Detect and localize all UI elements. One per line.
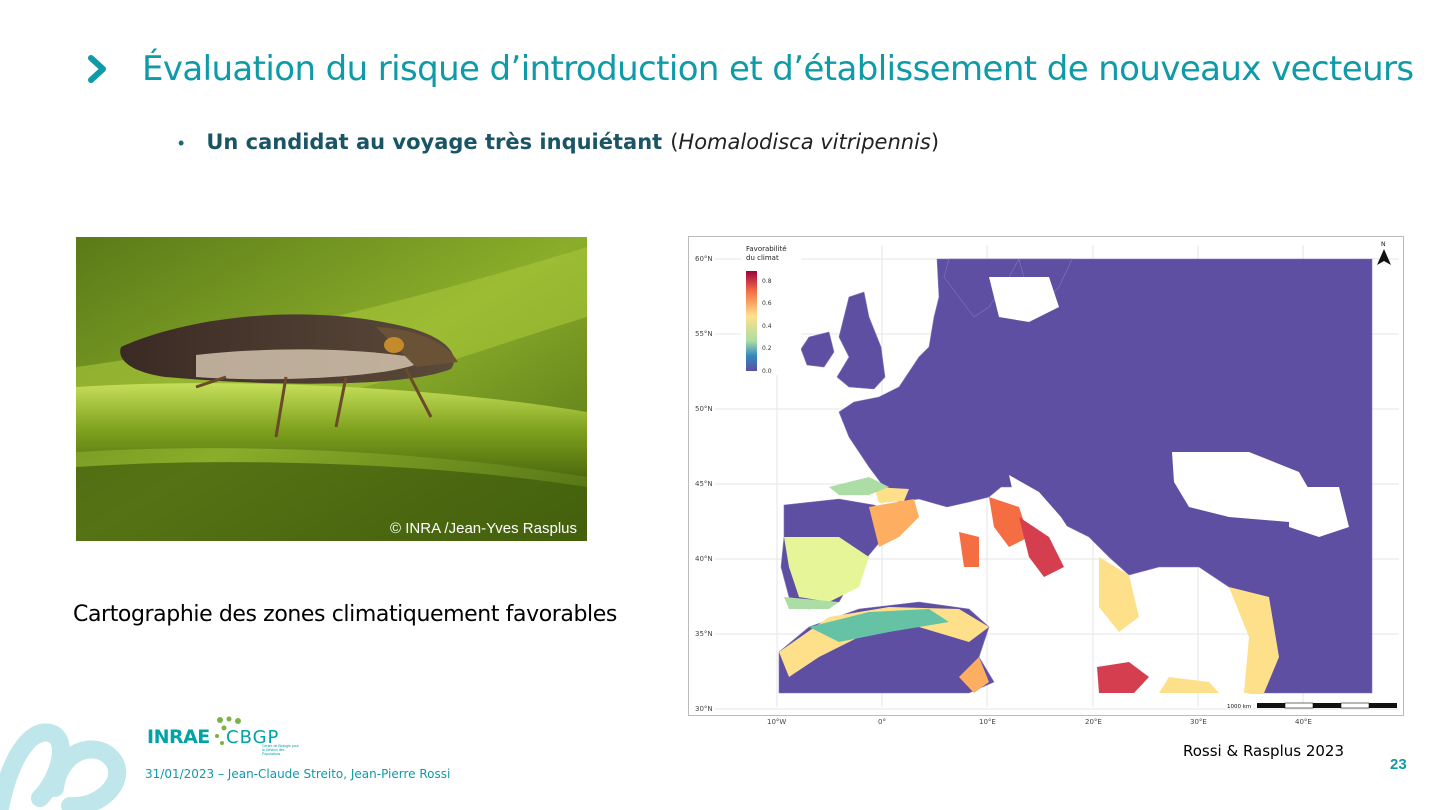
bullet-species: (Homalodisca vitripennis) <box>670 130 940 154</box>
lat-label: 55°N <box>695 330 713 338</box>
page-number: 23 <box>1390 756 1407 773</box>
insect-photo: © INRA /Jean-Yves Rasplus <box>76 237 587 541</box>
legend-color-bar <box>746 271 757 371</box>
lon-label: 30°E <box>1190 718 1207 726</box>
lat-label: 30°N <box>695 705 713 713</box>
lon-label: 40°E <box>1295 718 1312 726</box>
cbgp-logo: CBGP <box>226 727 280 748</box>
chevron-right-icon <box>88 55 106 83</box>
inrae-logo: INRAE <box>147 726 210 748</box>
cbgp-dots-icon <box>215 716 241 745</box>
scale-bar: 1000 km <box>1227 702 1397 710</box>
lat-label: 50°N <box>695 405 713 413</box>
bullet-line: • Un candidat au voyage très inquiétant … <box>178 130 939 154</box>
north-arrow-icon: N <box>1377 241 1391 265</box>
legend-tick: 0.4 <box>762 323 772 330</box>
inrae-ae-watermark-icon <box>0 723 127 810</box>
legend-tick: 0.2 <box>762 345 772 352</box>
legend-tick: 0.8 <box>762 278 772 285</box>
cbgp-logo-subtitle: Centre de Biologie pour la Gestion des P… <box>262 744 299 756</box>
svg-text:N: N <box>1381 241 1386 248</box>
lat-label: 45°N <box>695 480 713 488</box>
climate-suitability-map: Favorabilité du climat 0.8 0.6 0.4 0.2 0… <box>688 236 1404 726</box>
lon-label: 20°E <box>1085 718 1102 726</box>
legend-tick: 0.0 <box>762 368 772 375</box>
bullet-dot: • <box>178 133 185 153</box>
slide-footer: 31/01/2023 – Jean-Claude Streito, Jean-P… <box>145 767 451 781</box>
insect-photo-image <box>76 237 587 541</box>
bullet-strong-text: Un candidat au voyage très inquiétant <box>206 130 663 154</box>
legend-tick: 0.6 <box>762 300 772 307</box>
photo-credit: © INRA /Jean-Yves Rasplus <box>390 520 577 537</box>
legend-title-2: du climat <box>746 254 779 262</box>
legend-title-1: Favorabilité <box>746 245 787 253</box>
map-reference: Rossi & Rasplus 2023 <box>1183 742 1345 760</box>
svg-text:1000 km: 1000 km <box>1227 704 1251 710</box>
lat-label: 35°N <box>695 630 713 638</box>
slide-title: Évaluation du risque d’introduction et d… <box>142 49 1414 89</box>
lon-label: 10°E <box>979 718 996 726</box>
lon-label: 10°W <box>767 718 787 726</box>
map-plot: Favorabilité du climat 0.8 0.6 0.4 0.2 0… <box>715 241 1399 710</box>
lat-label: 60°N <box>695 255 713 263</box>
lat-label: 40°N <box>695 555 713 563</box>
slide-title-row: Évaluation du risque d’introduction et d… <box>84 44 1414 94</box>
map-caption: Cartographie des zones climatiquement fa… <box>73 602 617 627</box>
lon-label: 0° <box>878 718 886 726</box>
